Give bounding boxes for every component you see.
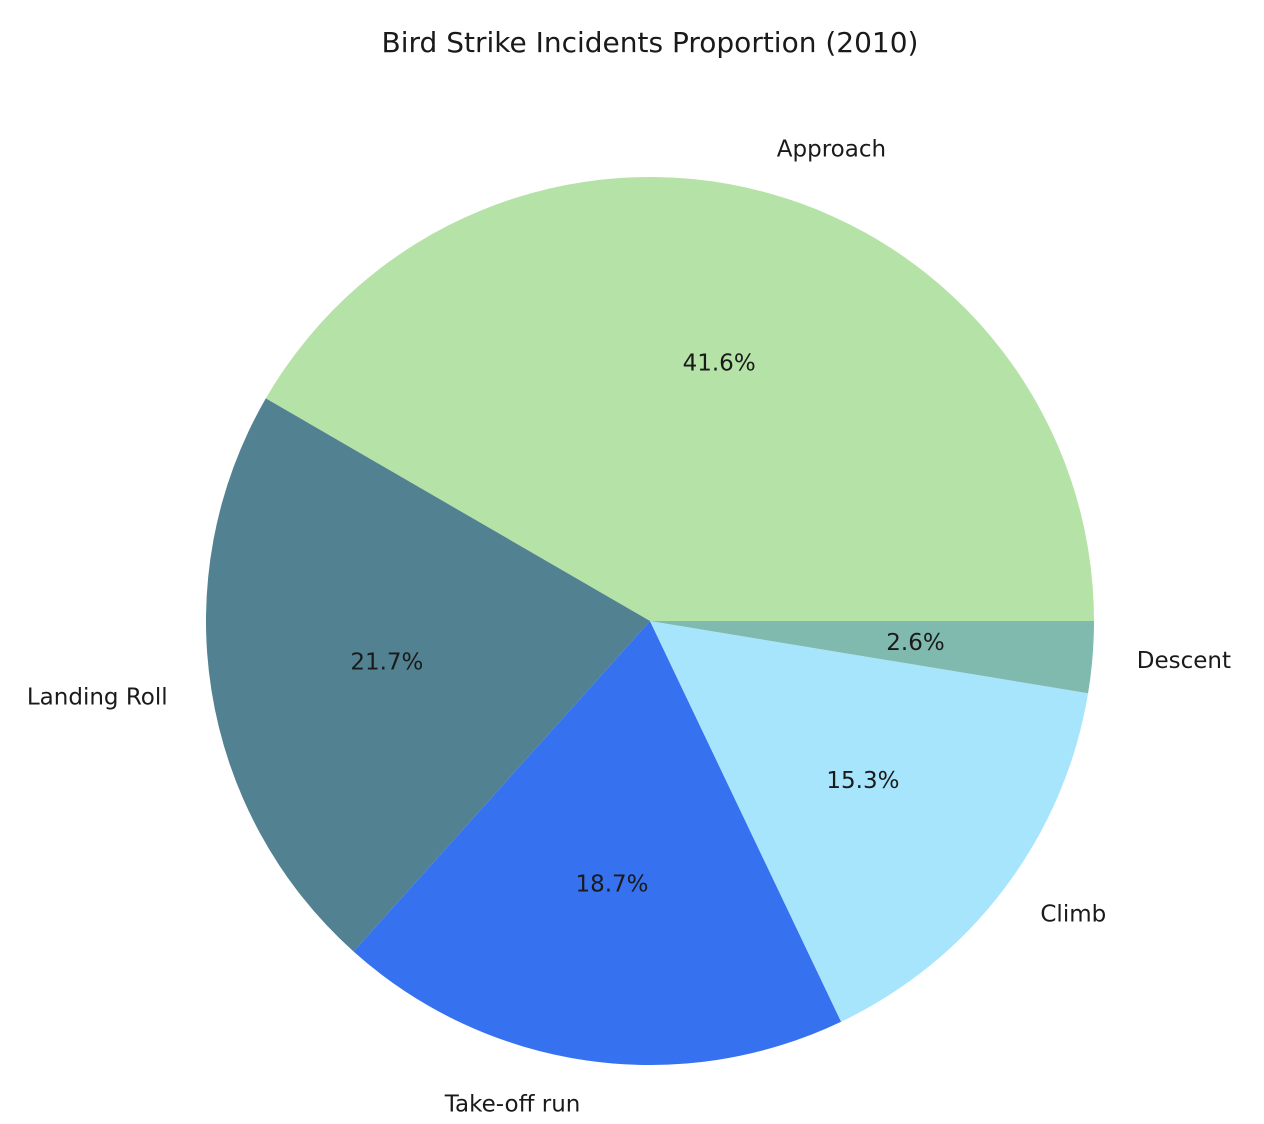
pct-label-climb: 15.3% bbox=[826, 768, 899, 794]
pct-label-take-off-run: 18.7% bbox=[575, 872, 648, 898]
slice-label-landing-roll: Landing Roll bbox=[27, 684, 168, 710]
pie-slices bbox=[205, 176, 1095, 1066]
pie-slice-landing-roll bbox=[205, 398, 650, 952]
pie-slice-approach bbox=[265, 176, 1095, 622]
chart-title: Bird Strike Incidents Proportion (2010) bbox=[382, 26, 919, 59]
pie-labels: Approach 41.6% Landing Roll 21.7% Take-off r… bbox=[27, 136, 1231, 1117]
slice-label-take-off-run: Take-off run bbox=[444, 1091, 581, 1117]
pie-slice-take-off-run bbox=[353, 621, 842, 1066]
slice-label-approach: Approach bbox=[777, 136, 886, 162]
pct-label-landing-roll: 21.7% bbox=[350, 650, 423, 676]
pct-label-approach: 41.6% bbox=[683, 351, 756, 377]
pie-slice-descent bbox=[650, 621, 1094, 694]
pct-label-descent: 2.6% bbox=[886, 630, 944, 656]
slice-label-descent: Descent bbox=[1137, 648, 1231, 674]
slice-label-climb: Climb bbox=[1040, 902, 1106, 928]
pie-slice-climb bbox=[650, 621, 1089, 1022]
